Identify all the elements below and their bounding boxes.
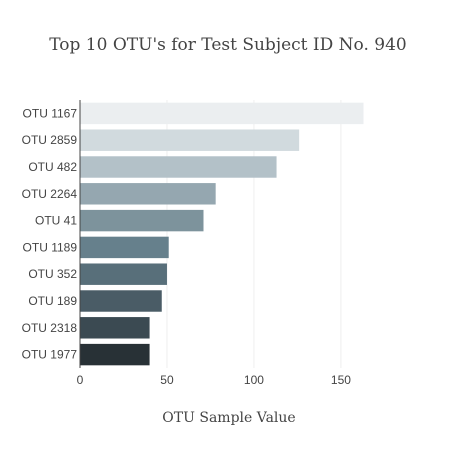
bar[interactable] bbox=[80, 156, 277, 178]
bar[interactable] bbox=[80, 129, 300, 151]
x-tick-label: 0 bbox=[77, 373, 84, 387]
bar[interactable] bbox=[80, 290, 162, 312]
x-tick-label: 50 bbox=[160, 373, 174, 387]
y-tick-label: OTU 2859 bbox=[22, 133, 78, 147]
bar[interactable] bbox=[80, 317, 150, 339]
y-tick-label: OTU 2318 bbox=[22, 321, 78, 335]
y-tick-labels: OTU 1167 OTU 2859 OTU 482 OTU 2264 OTU 41 OTU… bbox=[22, 106, 78, 361]
bar[interactable] bbox=[80, 209, 204, 232]
bars bbox=[80, 102, 364, 366]
bar[interactable] bbox=[80, 183, 216, 205]
y-tick-label: OTU 352 bbox=[28, 267, 77, 281]
y-tick-label: OTU 1167 bbox=[23, 106, 78, 120]
x-tick-label: 150 bbox=[331, 373, 351, 387]
y-tick-label: OTU 41 bbox=[35, 214, 77, 228]
x-tick-labels: 0 50 100 150 bbox=[77, 373, 352, 387]
y-tick-label: OTU 189 bbox=[28, 294, 77, 308]
y-tick-label: OTU 1977 bbox=[22, 348, 78, 362]
y-tick-label: OTU 2264 bbox=[22, 187, 78, 201]
bar[interactable] bbox=[80, 102, 364, 125]
bar[interactable] bbox=[80, 263, 167, 285]
y-tick-label: OTU 482 bbox=[28, 160, 77, 174]
bar[interactable] bbox=[80, 236, 169, 259]
y-tick-label: OTU 1189 bbox=[23, 240, 78, 254]
chart-title: Top 10 OTU's for Test Subject ID No. 940 bbox=[49, 35, 406, 55]
bar[interactable] bbox=[80, 343, 150, 366]
x-tick-label: 100 bbox=[244, 373, 264, 387]
x-axis-title: OTU Sample Value bbox=[162, 410, 295, 426]
